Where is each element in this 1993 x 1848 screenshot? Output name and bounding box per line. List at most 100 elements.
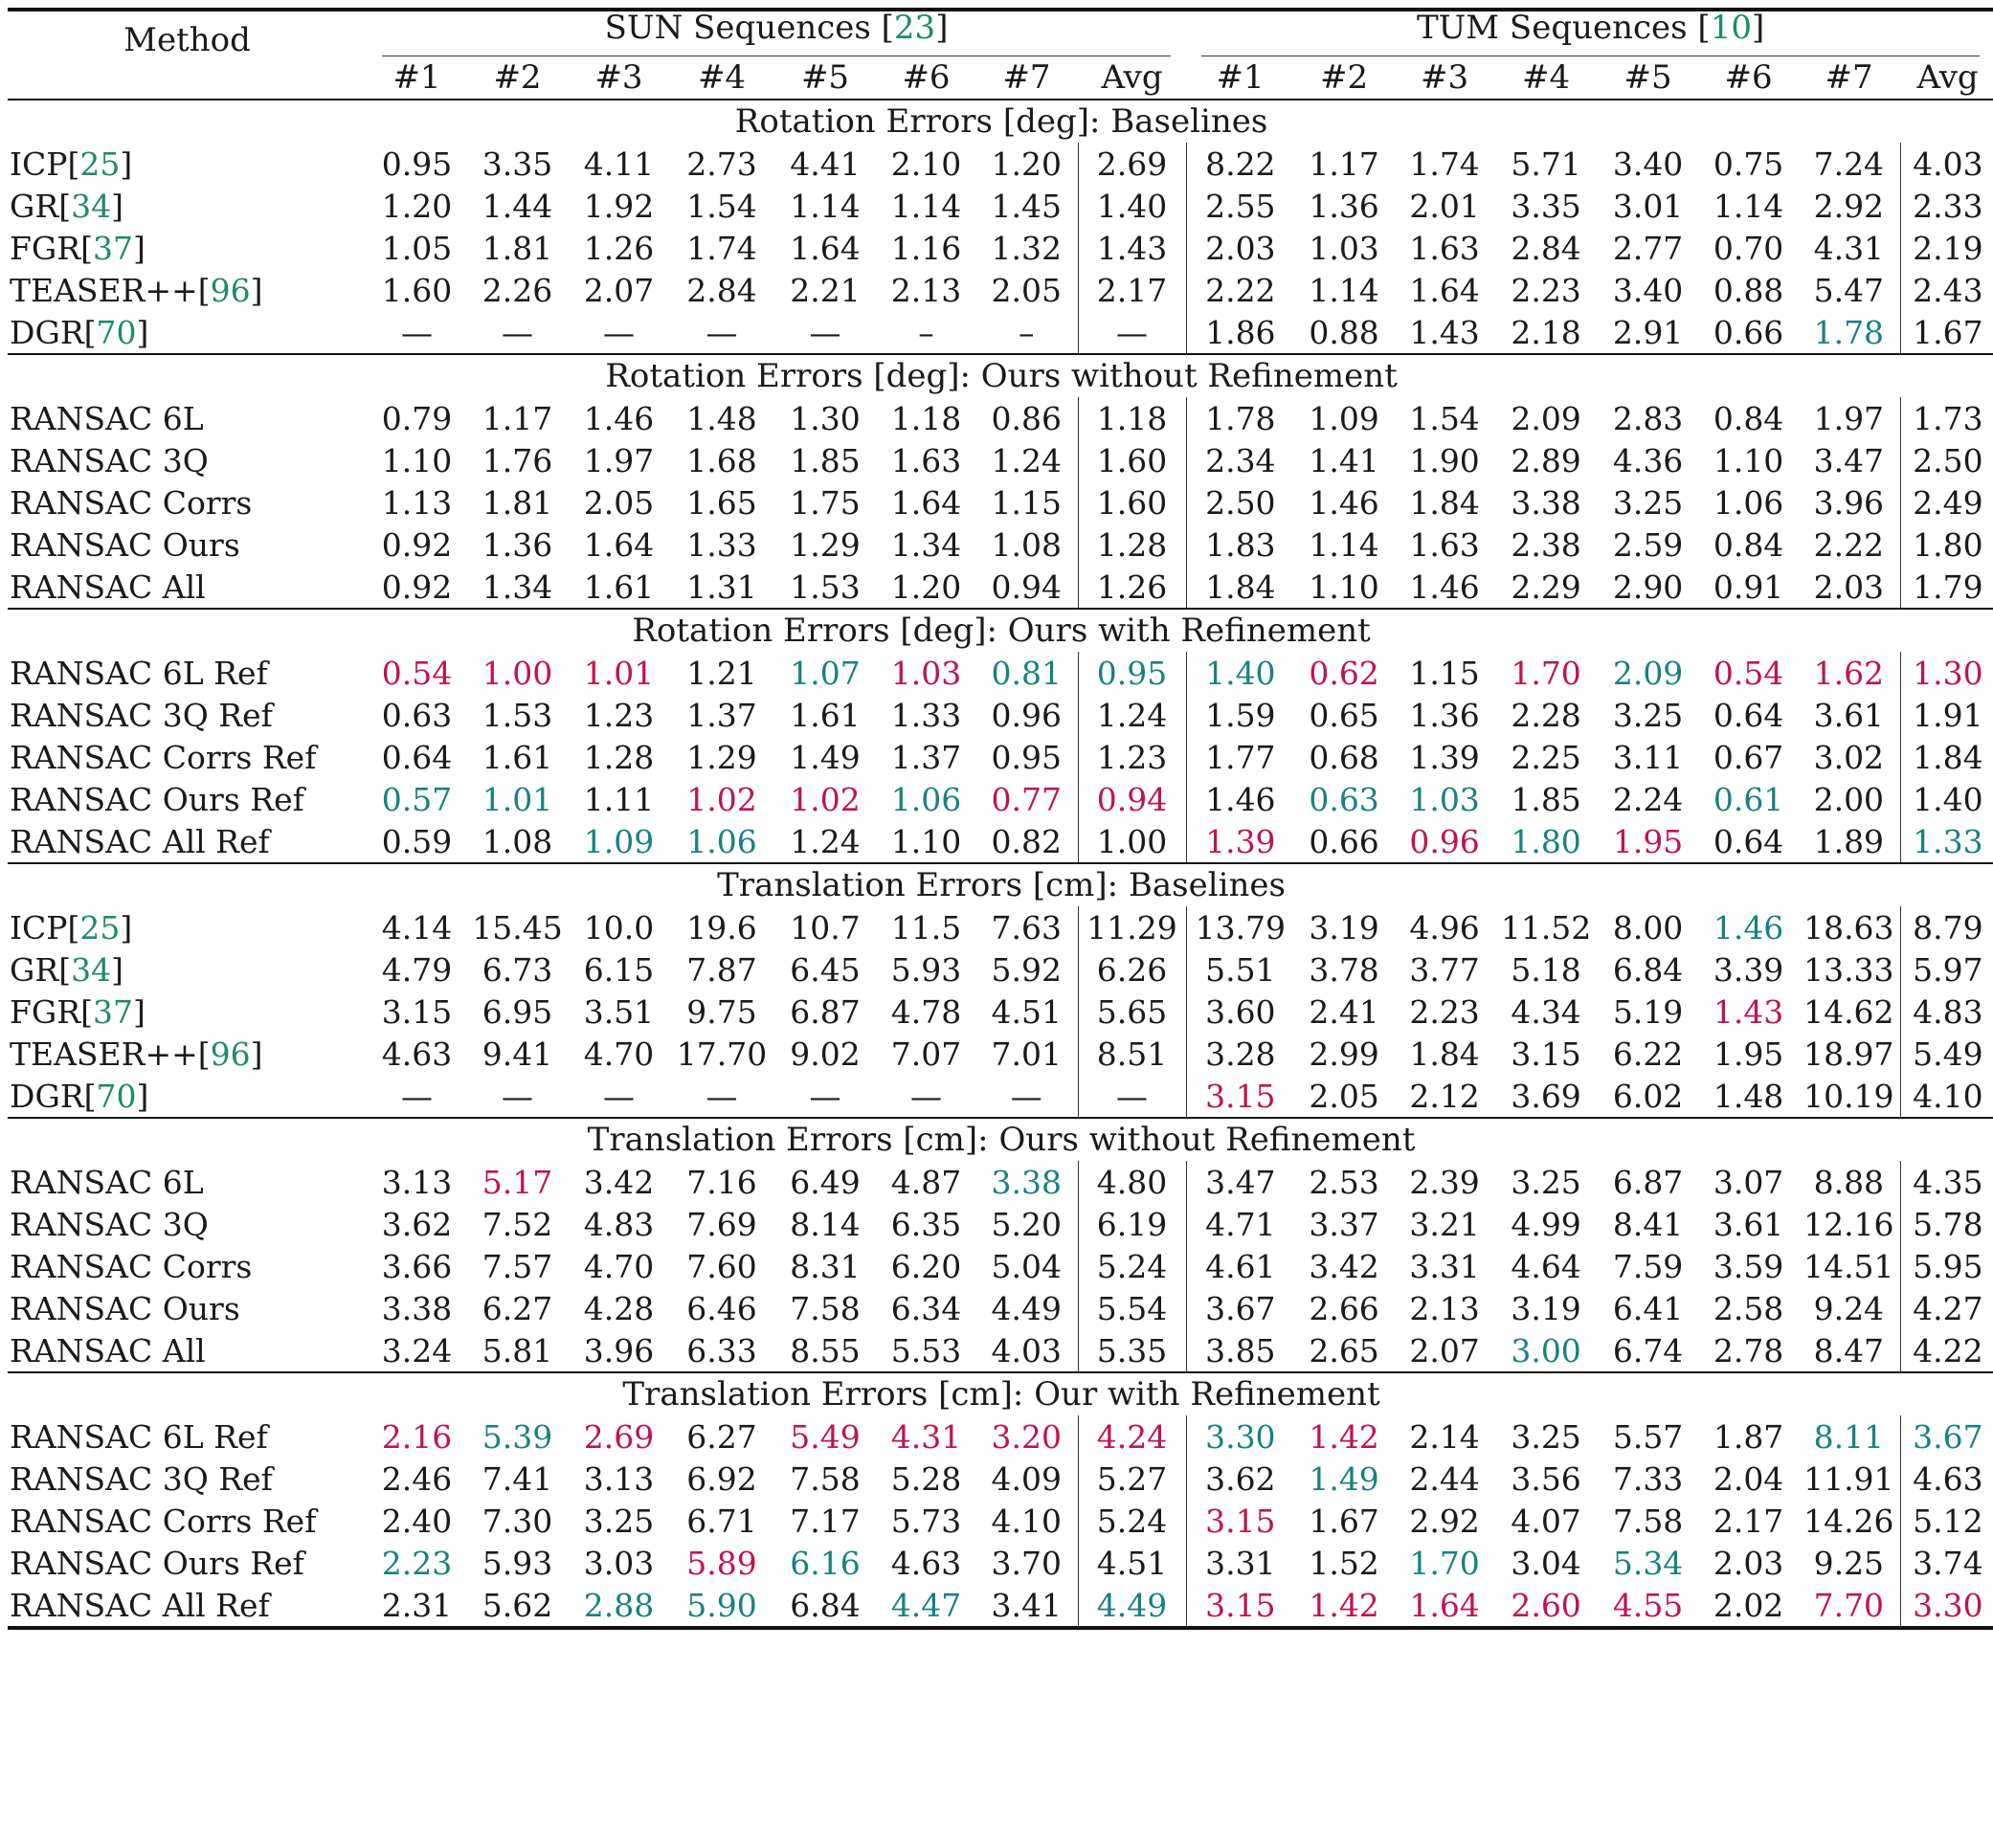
- value-cell: 2.07: [583, 271, 655, 309]
- value-cell: 2.39: [1409, 1163, 1480, 1201]
- value-cell: 3.25: [1511, 1417, 1581, 1456]
- table-row: TEASER++[96] 1.60 2.26 2.07 2.84 2.21 2.13 2.05…: [8, 269, 1993, 311]
- value-cell: 2.43: [1899, 269, 1993, 311]
- table-row: ICP[25] 4.14 15.45 10.0 19.6 10.7 11.5 7.63 11.2…: [8, 906, 1993, 948]
- value-cell: 1.60: [381, 271, 453, 309]
- method-name: DGR: [10, 313, 84, 351]
- value-cell: 8.41: [1612, 1205, 1684, 1243]
- value-cell: 1.76: [481, 441, 553, 479]
- value-cell: —: [705, 313, 738, 351]
- value-cell: 5.34: [1612, 1544, 1684, 1582]
- value-cell: 2.13: [1409, 1289, 1480, 1327]
- value-cell: 5.35: [1077, 1329, 1187, 1372]
- value-cell: 2.02: [1699, 1584, 1799, 1630]
- value-cell: 3.13: [583, 1459, 655, 1498]
- value-cell: 1.63: [1409, 229, 1480, 267]
- citation-link[interactable]: 96: [210, 1035, 251, 1073]
- value-cell: 1.18: [890, 399, 962, 437]
- citation-link[interactable]: 25: [79, 908, 121, 946]
- value-cell: 1.28: [1077, 523, 1187, 566]
- value-cell: 4.31: [890, 1417, 962, 1456]
- value-cell: 4.63: [890, 1544, 962, 1582]
- value-cell: 0.84: [1713, 525, 1784, 564]
- method-name: RANSAC 6L: [10, 399, 204, 437]
- value-cell: 3.19: [1511, 1289, 1581, 1327]
- header-group-row: Method SUN Sequences [23] TUM Sequences …: [8, 8, 1993, 56]
- section-header-row: Translation Errors [cm]: Our with Refine…: [8, 1371, 1993, 1415]
- column-header: #7: [975, 56, 1078, 100]
- value-cell: 5.47: [1813, 271, 1885, 309]
- value-cell: 2.53: [1309, 1163, 1379, 1201]
- value-cell: 11.91: [1803, 1459, 1894, 1498]
- value-cell: 1.61: [583, 568, 655, 606]
- value-cell: 6.20: [890, 1247, 962, 1285]
- citation-link[interactable]: 96: [210, 271, 251, 309]
- value-cell: 7.17: [790, 1502, 861, 1540]
- citation-link[interactable]: 37: [92, 229, 133, 267]
- value-cell: 1.70: [1409, 1544, 1480, 1582]
- value-cell: 1.73: [1899, 397, 1993, 439]
- value-cell: 1.06: [1713, 483, 1784, 522]
- value-cell: 3.25: [1612, 696, 1684, 734]
- value-cell: 0.62: [1309, 654, 1379, 692]
- citation-link[interactable]: 70: [96, 313, 137, 351]
- value-cell: 5.19: [1612, 992, 1684, 1031]
- value-cell: 3.20: [991, 1417, 1062, 1456]
- table-row: RANSAC Corrs Ref 2.40 7.30 3.25 6.71 7.17 5.73…: [8, 1500, 1993, 1542]
- citation-link[interactable]: 37: [92, 992, 133, 1031]
- value-cell: 2.05: [583, 483, 655, 522]
- table-row: RANSAC 3Q 1.10 1.76 1.97 1.68 1.85 1.63 1.24 1.6…: [8, 439, 1993, 481]
- value-cell: 4.70: [583, 1247, 655, 1285]
- value-cell: 6.95: [481, 992, 553, 1031]
- value-cell: 1.49: [1309, 1459, 1379, 1498]
- value-cell: 4.14: [381, 908, 453, 946]
- section-header-row: Translation Errors [cm]: Ours without Re…: [8, 1117, 1993, 1161]
- value-cell: 1.20: [890, 568, 962, 606]
- value-cell: 4.55: [1597, 1584, 1700, 1630]
- value-cell: 17.70: [676, 1035, 768, 1073]
- section-title: Translation Errors [cm]: Baselines: [8, 862, 1993, 906]
- value-cell: 1.49: [790, 738, 861, 776]
- method-name: ICP: [10, 908, 68, 946]
- value-cell: —: [910, 1077, 942, 1115]
- tum-citation: 10: [1710, 10, 1752, 47]
- value-cell: 5.93: [481, 1544, 553, 1582]
- citation-link[interactable]: 34: [71, 950, 112, 989]
- column-header: #2: [467, 56, 568, 100]
- value-cell: 3.40: [1612, 145, 1684, 183]
- value-cell: 0.63: [1309, 780, 1379, 818]
- value-cell: 5.90: [670, 1584, 773, 1630]
- value-cell: 0.79: [381, 399, 453, 437]
- method-cell: DGR[70]: [10, 313, 149, 351]
- value-cell: 5.18: [1511, 950, 1581, 989]
- value-cell: 1.02: [790, 780, 861, 818]
- value-cell: 2.17: [1713, 1502, 1784, 1540]
- value-cell: 6.92: [686, 1459, 757, 1498]
- value-cell: 1.80: [1899, 523, 1993, 566]
- value-cell: 0.59: [381, 822, 453, 860]
- citation-link[interactable]: 34: [71, 187, 112, 225]
- method-cell: RANSAC All Ref: [8, 1584, 367, 1630]
- value-cell: 6.84: [1612, 950, 1684, 989]
- value-cell: 0.96: [991, 696, 1062, 734]
- citation-link[interactable]: 70: [96, 1077, 137, 1115]
- value-cell: 4.80: [1077, 1161, 1187, 1203]
- value-cell: 6.34: [890, 1289, 962, 1327]
- value-cell: 3.07: [1713, 1163, 1784, 1201]
- citation-link[interactable]: 25: [79, 145, 121, 183]
- value-cell: 1.24: [991, 441, 1062, 479]
- value-cell: 2.28: [1511, 696, 1581, 734]
- value-cell: 1.84: [1409, 483, 1480, 522]
- value-cell: 7.52: [481, 1205, 553, 1243]
- value-cell: 1.63: [1409, 525, 1480, 564]
- section-title: Rotation Errors [deg]: Ours with Refinem…: [8, 608, 1993, 652]
- value-cell: 1.30: [1899, 652, 1993, 694]
- value-cell: 3.01: [1612, 187, 1684, 225]
- value-cell: 1.64: [890, 483, 962, 522]
- value-cell: 2.77: [1612, 229, 1684, 267]
- value-cell: 1.46: [1713, 908, 1784, 946]
- value-cell: 4.31: [1813, 229, 1885, 267]
- value-cell: 3.78: [1309, 950, 1379, 989]
- value-cell: 6.02: [1612, 1077, 1684, 1115]
- value-cell: 7.63: [991, 908, 1062, 946]
